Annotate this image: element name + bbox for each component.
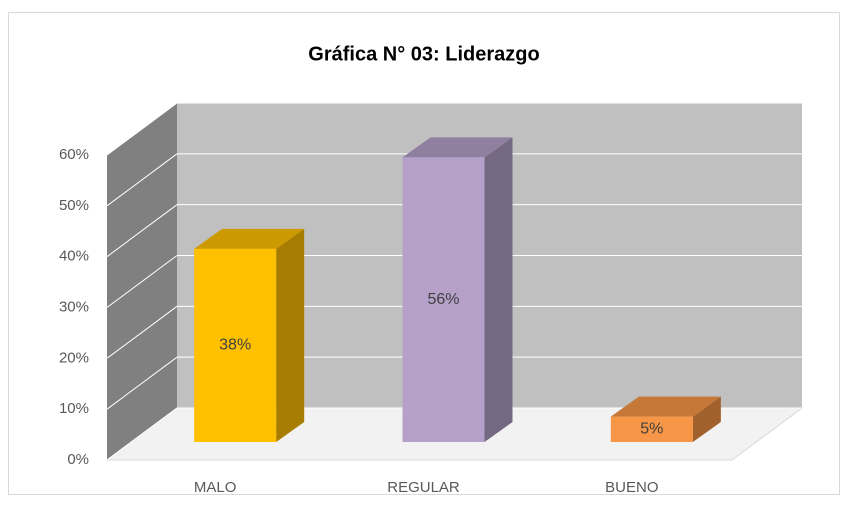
side-grid-line (106, 153, 178, 207)
y-tick-label: 40% (59, 248, 89, 265)
value-label: 56% (427, 291, 459, 308)
chart-title: Gráfica N° 03: Liderazgo (308, 43, 539, 65)
bar-top (194, 228, 305, 249)
bar-top (610, 396, 721, 417)
bar-side (276, 228, 305, 442)
x-tick-label: REGULAR (387, 479, 460, 496)
side-grid-line (106, 204, 178, 258)
value-label: 38% (219, 337, 251, 354)
bar-top-shade (194, 228, 305, 249)
side-grid-line (106, 102, 178, 156)
y-tick-label: 60% (59, 146, 89, 163)
side-grid-line (106, 255, 178, 308)
bar-top-shade (610, 396, 721, 417)
y-tick-label: 0% (67, 451, 89, 468)
y-tick-label: 20% (59, 349, 89, 366)
x-tick-label: BUENO (605, 479, 658, 496)
bar (610, 416, 693, 442)
bar (194, 248, 277, 442)
bar-side (692, 396, 721, 442)
y-tick-label: 30% (59, 298, 89, 315)
y-tick-label: 10% (59, 400, 89, 417)
bar-side-shade (692, 396, 721, 442)
side-grid-line (106, 305, 178, 359)
y-tick-label: 50% (59, 197, 89, 214)
x-tick-label: MALO (194, 479, 237, 496)
value-label: 5% (640, 421, 663, 438)
bar-top (402, 137, 513, 158)
side-grid-line (106, 356, 178, 410)
bar-side-shade (276, 228, 305, 442)
bar-top-shade (402, 137, 513, 158)
side-grid-line (106, 407, 178, 461)
bar-side (484, 137, 513, 443)
bar (402, 157, 485, 443)
bar-side-shade (484, 137, 513, 443)
